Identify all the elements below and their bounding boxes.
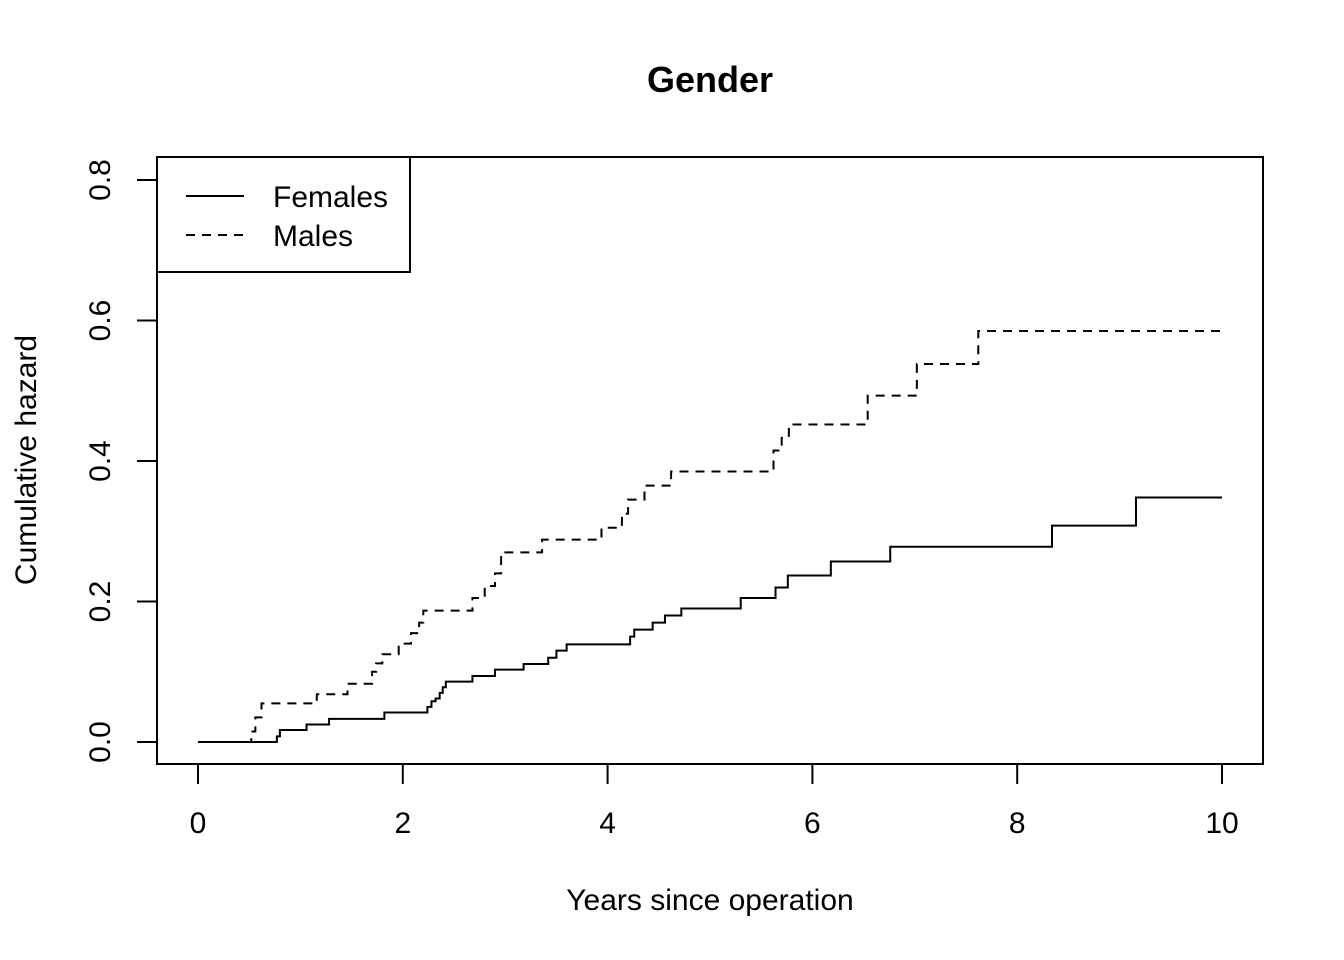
legend-box — [156, 156, 411, 273]
x-tick-label: 6 — [804, 807, 821, 840]
chart-title: Gender — [647, 59, 773, 100]
y-tick-label: 0.2 — [84, 581, 117, 623]
x-tick-label: 0 — [190, 807, 207, 840]
series-line-males — [198, 330, 1222, 743]
y-tick-label: 0.8 — [84, 159, 117, 201]
x-axis-label: Years since operation — [566, 884, 853, 917]
y-axis-label: Cumulative hazard — [10, 335, 43, 585]
legend-label-females: Females — [273, 181, 388, 214]
legend: Females Males — [156, 156, 411, 273]
series-line-females — [198, 496, 1222, 743]
x-tick-label: 4 — [599, 807, 616, 840]
legend-label-males: Males — [273, 220, 353, 253]
y-tick-label: 0.6 — [84, 300, 117, 342]
x-tick-label: 8 — [1009, 807, 1026, 840]
y-tick-label: 0.4 — [84, 440, 117, 482]
y-axis: 0.0 0.2 0.4 0.6 0.8 — [84, 159, 158, 763]
x-tick-label: 10 — [1205, 807, 1238, 840]
x-tick-label: 2 — [394, 807, 411, 840]
series-layer — [198, 330, 1222, 743]
y-tick-label: 0.0 — [84, 721, 117, 763]
x-axis: 0 2 4 6 8 10 — [190, 763, 1239, 840]
